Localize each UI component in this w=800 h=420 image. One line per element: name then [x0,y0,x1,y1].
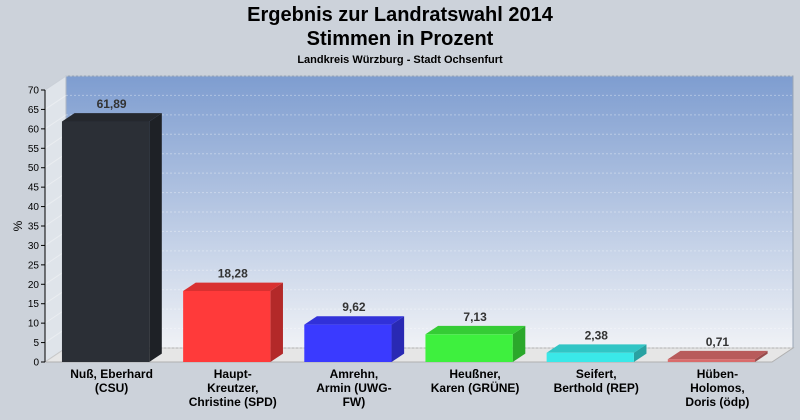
bar-side [512,325,526,362]
category-label: Haupt-Kreutzer, Christine (SPD) [189,367,277,409]
y-tick-label: 45 [28,183,40,194]
y-tick-label: 30 [28,241,40,252]
bar-top [425,325,526,335]
y-tick-label: 20 [28,280,40,291]
bar-side [149,113,162,362]
value-label: 9,62 [342,300,366,314]
bar-top [183,282,283,291]
y-tick-label: 10 [28,319,40,330]
bar-front [183,290,271,362]
category-label: Amrehn, Armin (UWG-FW) [316,367,391,409]
value-label: 61,89 [97,97,127,111]
bar-top [667,350,768,360]
value-label: 18,28 [218,267,248,281]
y-tick-label: 70 [28,86,40,97]
y-axis-label: % [11,220,25,231]
category-label: Nuß, Eberhard (CSU) [70,367,153,395]
value-label: 2,38 [585,328,609,342]
bar-top [304,316,405,325]
bar-top [61,113,162,122]
chart-title: Ergebnis zur Landratswahl 2014 [247,4,553,26]
y-tick-label: 5 [33,338,39,349]
bar-front [61,121,150,362]
category-label: Heußner, Karen (GRÜNE) [431,367,520,395]
y-tick-label: 50 [28,163,40,174]
bar-front [667,359,756,362]
bar-front [546,352,634,362]
bar-top [546,344,647,353]
value-label: 0,71 [706,335,730,349]
value-label: 7,13 [463,310,487,324]
chart-subtitle: Stimmen in Prozent [306,28,494,50]
y-tick-label: 55 [28,144,40,155]
category-label: Hüben-Holomos, Doris (ödp) [685,367,749,409]
bar [667,350,768,362]
category-label: Seifert, Berthold (REP) [554,367,639,395]
y-tick-label: 15 [28,299,40,310]
chart-note: Landkreis Würzburg - Stadt Ochsenfurt [297,54,503,66]
bar-side [755,350,768,362]
bar-front [425,334,513,362]
y-tick-label: 60 [28,124,40,135]
bar-side [270,282,283,362]
y-tick-label: 40 [28,202,40,213]
bar [546,344,647,362]
bar [425,325,526,362]
bar-side [391,316,405,362]
y-tick-label: 35 [28,222,40,233]
bar-front [304,324,392,362]
y-tick-label: 25 [28,260,40,271]
y-tick-label: 65 [28,105,40,116]
bar-side [633,344,647,362]
gridline-side [44,114,67,130]
y-tick-label: 0 [33,358,39,369]
bar [183,282,283,362]
gridline-side [44,95,67,110]
bar [61,113,162,362]
gridline-side [44,75,67,91]
bar [304,316,405,362]
